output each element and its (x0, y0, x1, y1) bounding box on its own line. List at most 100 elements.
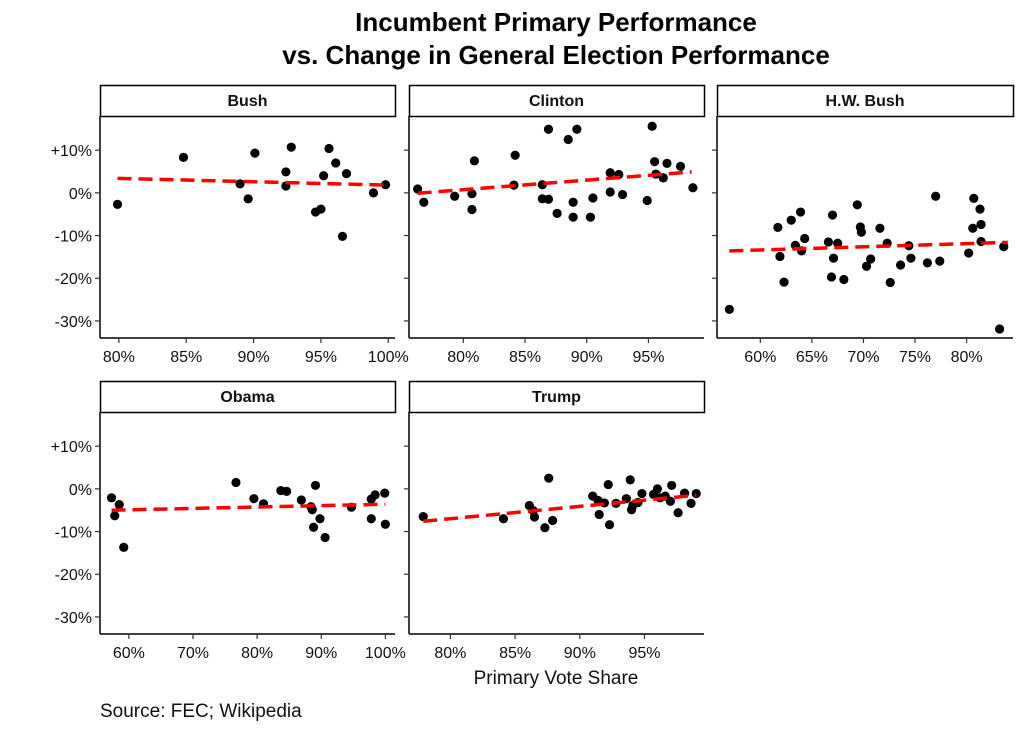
data-point (724, 304, 734, 314)
data-point (529, 512, 540, 522)
data-point (450, 191, 460, 201)
trend-line (729, 240, 1008, 253)
data-point (282, 486, 292, 497)
data-point (665, 496, 675, 506)
data-point (667, 480, 677, 491)
y-tick-label: +10% (51, 143, 92, 160)
data-point (469, 156, 480, 166)
data-point (828, 253, 839, 263)
x-tick-label: 90% (305, 645, 337, 662)
data-point (331, 158, 341, 168)
trend-line (417, 170, 692, 196)
y-tick-label: -20% (55, 567, 92, 584)
data-point (964, 248, 974, 258)
data-point (249, 494, 259, 504)
data-point (675, 161, 686, 171)
data-point (773, 222, 783, 233)
y-tick-label: 0% (69, 482, 92, 499)
x-tick-label: 95% (632, 349, 664, 366)
data-point (585, 212, 596, 222)
data-point (114, 500, 124, 510)
data-point (320, 532, 330, 543)
data-point (895, 260, 906, 270)
strip-label: Trump (532, 389, 581, 406)
data-point (380, 519, 390, 529)
data-point (856, 227, 866, 237)
data-point (543, 124, 554, 134)
data-point (308, 522, 319, 532)
panel-clinton: Clinton 80% 85% 90% 95% (404, 84, 706, 366)
strip-box (716, 84, 1015, 118)
data-point (686, 498, 696, 508)
data-point (994, 324, 1005, 334)
data-point (319, 171, 329, 181)
data-point (999, 242, 1009, 252)
data-point (310, 480, 321, 491)
data-point (823, 237, 833, 247)
trend-line (117, 176, 389, 187)
x-tick-label: 75% (899, 349, 931, 366)
data-point (976, 219, 986, 230)
data-point (605, 168, 615, 178)
strip-box (408, 380, 706, 414)
data-point (419, 197, 429, 207)
panel-trump: Trump 80% 85% 90% 95% (404, 380, 706, 662)
data-point (935, 256, 945, 266)
data-point (178, 152, 189, 163)
data-point (906, 253, 916, 263)
chart-caption: Source: FEC; Wikipedia (100, 701, 302, 722)
data-point (540, 523, 550, 533)
x-tick-label: 85% (170, 349, 202, 366)
x-tick-label: 100% (368, 349, 409, 366)
panel-bush: Bush +10% 0% -10% -20% -30% 80% 85% 90% 95% 100% (51, 84, 409, 366)
x-tick-label: 80% (951, 349, 983, 366)
y-tick-label: -30% (55, 314, 92, 331)
data-point (380, 180, 391, 190)
data-point (775, 251, 785, 262)
x-tick-label: 100% (365, 645, 406, 662)
data-point (691, 488, 701, 499)
x-tick-label: 65% (796, 349, 828, 366)
x-axis-title: Primary Vote Share (474, 668, 639, 689)
data-point (337, 231, 348, 241)
data-point (231, 477, 241, 488)
data-point (875, 223, 885, 233)
data-point (827, 210, 838, 220)
data-point (106, 493, 117, 503)
strip-box (408, 84, 706, 118)
data-point (931, 191, 941, 201)
data-point (413, 184, 423, 194)
data-point (368, 188, 379, 198)
x-tick-label: 60% (113, 645, 145, 662)
data-point (688, 183, 698, 193)
data-point (922, 258, 932, 268)
data-point (296, 495, 306, 505)
y-tick-label: -10% (55, 525, 92, 542)
data-point (380, 488, 390, 498)
data-point (800, 233, 810, 244)
data-point (673, 508, 683, 518)
strip-box (99, 84, 397, 118)
data-point (366, 514, 376, 524)
data-point (543, 194, 554, 204)
data-point (110, 511, 120, 521)
data-point (370, 490, 380, 500)
strip-label: Bush (228, 93, 268, 110)
data-point (617, 189, 628, 200)
data-point (603, 479, 613, 490)
data-point (833, 238, 843, 248)
x-tick-label: 95% (628, 645, 660, 662)
strip-label: H.W. Bush (825, 93, 904, 110)
data-point (779, 277, 789, 287)
x-tick-label: 90% (238, 349, 270, 366)
data-point (112, 199, 123, 209)
x-tick-label: 80% (241, 645, 273, 662)
x-tick-label: 90% (571, 349, 603, 366)
y-tick-label: -10% (55, 229, 92, 246)
trend-line (423, 493, 697, 524)
data-point (662, 158, 672, 168)
x-tick-label: 70% (177, 645, 209, 662)
data-point (588, 193, 598, 203)
x-tick-label: 80% (103, 349, 135, 366)
data-point (594, 509, 604, 520)
